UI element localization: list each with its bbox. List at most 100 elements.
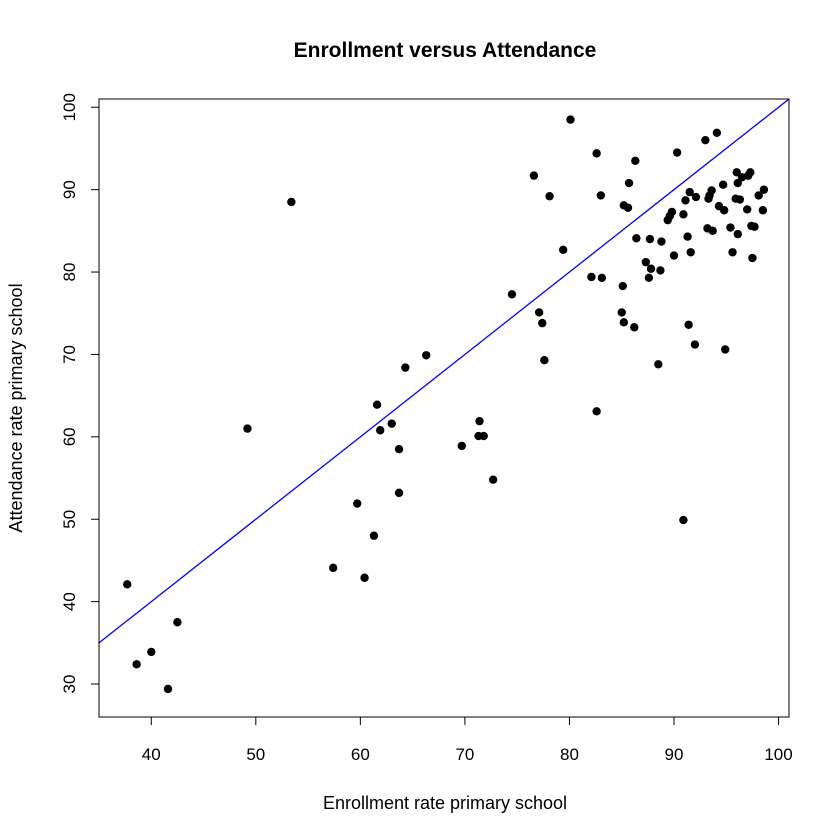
x-axis-label: Enrollment rate primary school [323,793,567,813]
data-point [735,195,745,204]
data-point [534,308,544,317]
data-point [644,273,654,283]
data-point [624,178,634,188]
data-point [475,416,484,426]
data-point [684,320,693,329]
data-point [376,426,385,435]
data-point [667,207,677,217]
y-tick-label: 60 [60,427,79,446]
data-point [592,407,601,416]
data-point [721,345,730,354]
data-point [540,356,549,365]
data-point [529,171,539,180]
y-tick-label: 70 [60,345,79,364]
data-point [645,234,655,244]
data-point [538,318,547,328]
data-point [360,573,369,582]
data-point [754,191,763,200]
y-tick-label: 40 [60,592,79,611]
plot-frame [98,98,790,718]
data-point [733,229,742,239]
data-point [672,148,682,157]
data-point [748,253,757,263]
data-point [123,580,132,589]
data-point [654,360,663,369]
data-point [758,206,768,215]
data-point [750,222,759,231]
x-tick-label: 40 [142,745,161,764]
data-point [631,156,640,165]
data-point [596,191,606,200]
data-point [746,168,755,177]
x-axis: 40 50 60 70 80 90 100 [142,716,793,764]
data-point [718,180,728,189]
data-point [132,660,141,669]
data-point [657,237,666,246]
data-point [372,400,382,409]
data-point [353,499,362,508]
data-point [597,273,607,283]
data-point [566,115,575,124]
x-tick-label: 100 [764,745,792,764]
data-point [669,251,679,260]
data-point [147,647,156,657]
data-point [641,257,650,267]
x-tick-label: 90 [665,745,684,764]
data-point [173,618,182,627]
data-point [733,178,742,188]
y-tick-label: 90 [60,180,79,199]
data-point [712,128,722,137]
reference-line [99,99,789,644]
data-point [679,515,688,525]
y-axis: 30 40 50 60 70 80 90 100 [60,93,100,694]
data-point [679,210,688,219]
data-point [623,203,633,212]
y-tick-label: 50 [60,510,79,529]
data-point [287,197,296,207]
data-point [488,475,498,484]
data-point [545,192,554,201]
data-point [507,290,517,299]
data-point [394,488,404,498]
data-point [479,431,488,441]
data-point [617,308,626,317]
data-point [759,185,769,194]
data-point [401,363,410,372]
data-point [630,323,639,332]
data-point [701,136,710,145]
data-point [558,245,568,254]
data-point [707,186,716,195]
data-point [422,351,431,360]
x-tick-label: 80 [560,745,579,764]
x-tick-label: 70 [455,745,474,764]
data-point [690,340,700,349]
x-tick-label: 60 [351,745,370,764]
y-tick-label: 30 [60,675,79,694]
data-point [685,187,694,197]
data-point [708,226,717,236]
data-point [394,445,404,454]
data-point [719,206,729,215]
data-point [592,149,601,158]
y-tick-label: 80 [60,263,79,282]
data-point [732,168,741,177]
data-point [163,684,173,694]
data-point [728,248,737,257]
y-tick-label: 100 [60,93,79,121]
data-point [619,318,629,327]
chart-title: Enrollment versus Attendance [294,39,597,62]
data-point [742,205,752,214]
data-point [632,234,641,243]
data-point [683,232,692,241]
data-point [328,563,338,573]
data-point [686,248,695,257]
data-point [656,266,665,275]
data-point [691,192,701,202]
data-point [243,424,252,433]
data-point [369,531,379,540]
data-point [726,223,735,232]
data-point [587,272,596,282]
x-tick-label: 50 [246,745,265,764]
data-point [457,441,466,451]
